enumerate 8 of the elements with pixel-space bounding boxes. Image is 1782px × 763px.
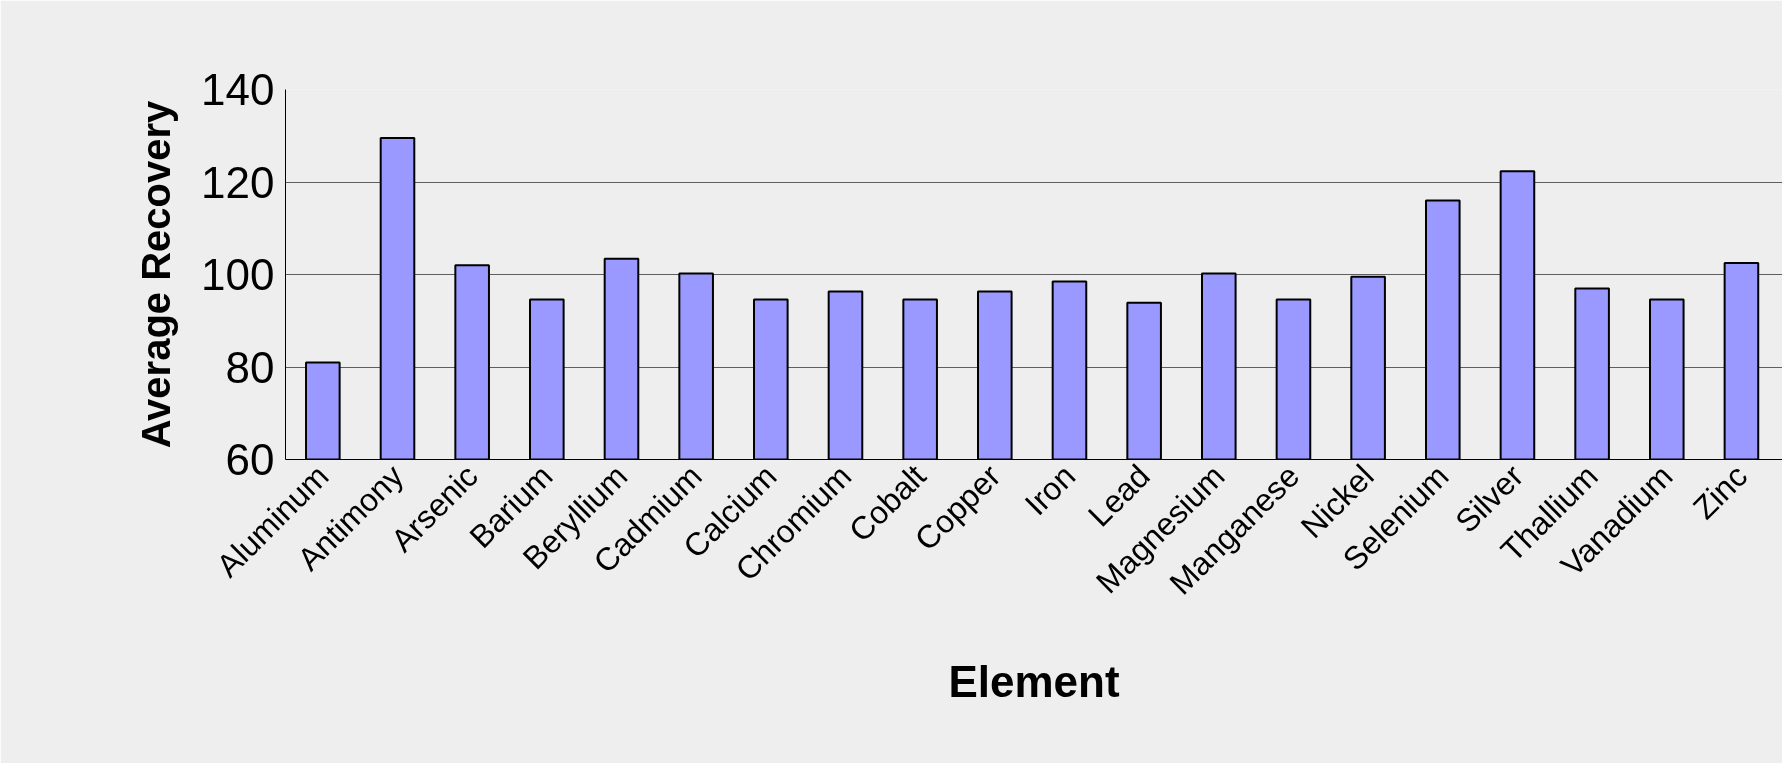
x-tick-label: Iron [1017,457,1083,523]
x-tick-label: Zinc [1685,457,1755,526]
y-tick-label: 80 [225,342,275,392]
y-tick-label: 140 [201,65,275,114]
y-axis-title: Average Recovery [134,99,179,449]
y-tick-label: 120 [201,157,275,207]
x-axis-title: Element [948,657,1120,707]
y-tick-label: 100 [201,250,275,299]
